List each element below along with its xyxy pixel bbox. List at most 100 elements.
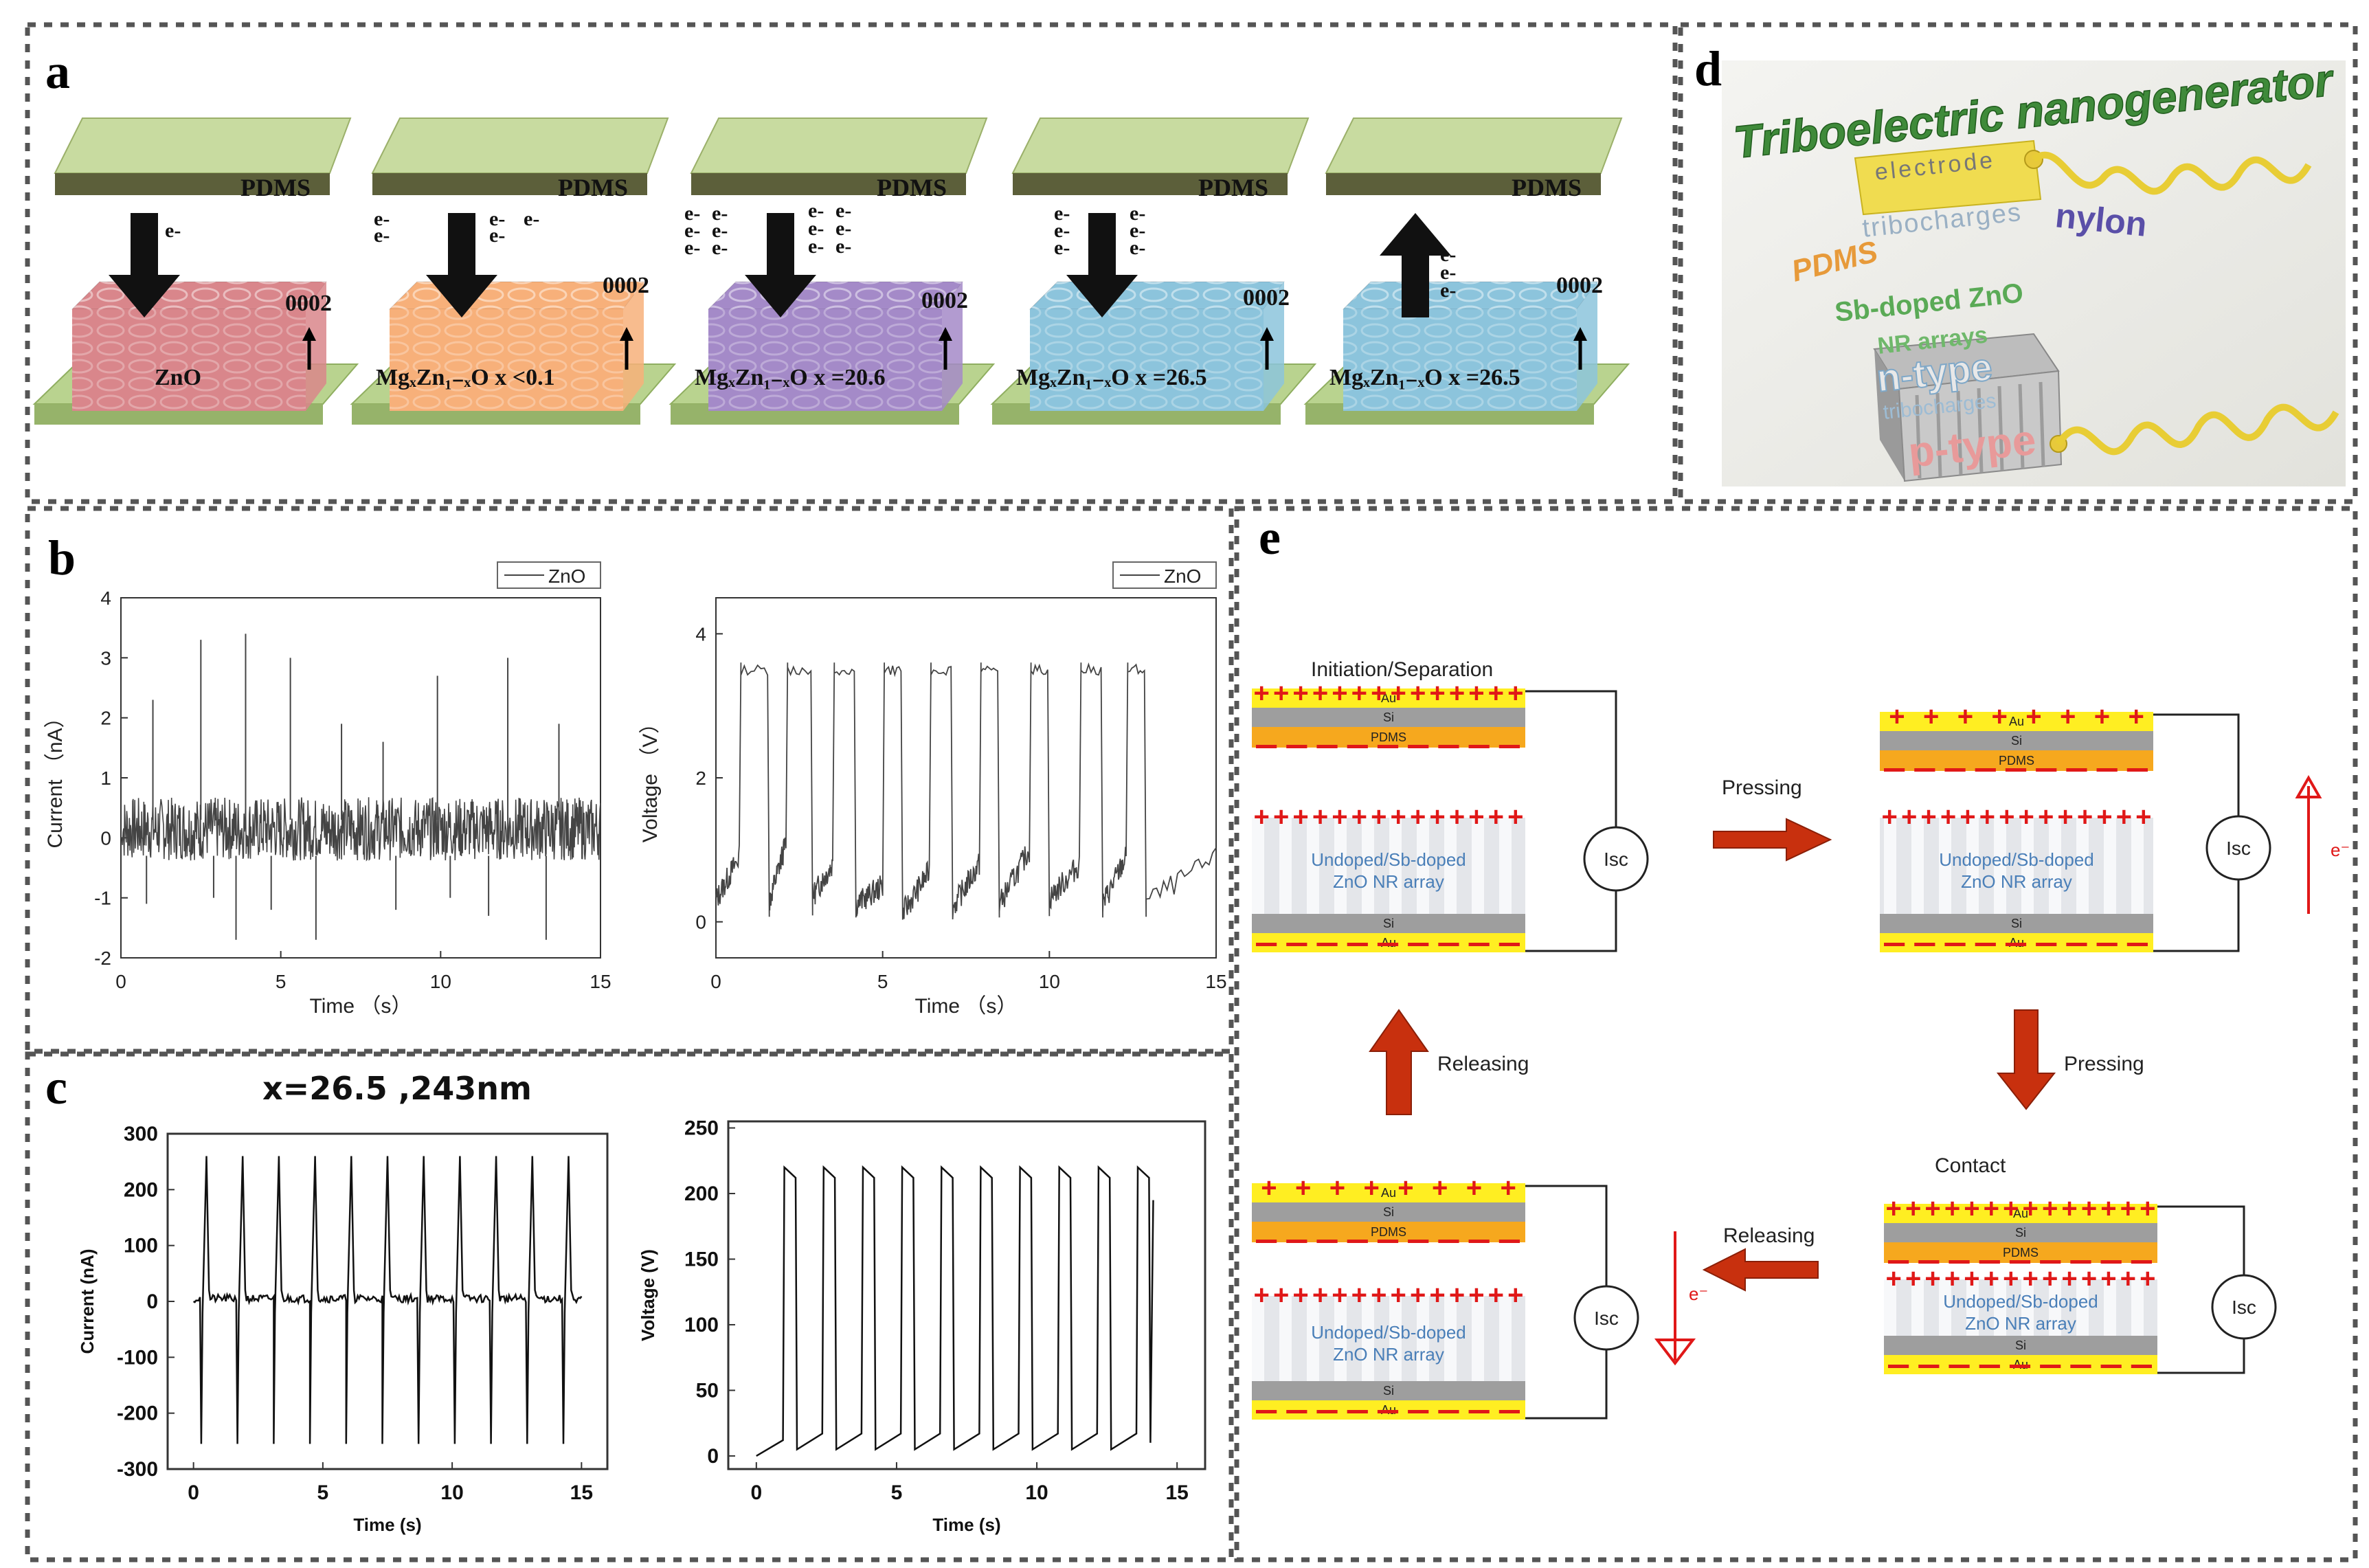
positive-charge: + [1351, 1280, 1367, 1310]
negative-charge [1468, 1240, 1490, 1243]
electron-label: e- [1440, 261, 1456, 284]
crystal-front-texture [390, 309, 623, 411]
positive-charge: + [1901, 802, 1917, 832]
panel-label-d: d [1694, 41, 1722, 96]
material-label: MgₓZn₁₋ₓO x =20.6 [695, 365, 886, 390]
si-top-label: Si [2011, 734, 2022, 748]
positive-charge: + [1295, 1173, 1311, 1203]
positive-charge: + [1371, 1280, 1386, 1310]
y-tick-label: 1 [100, 768, 111, 789]
negative-charge [1408, 1240, 1429, 1243]
isc-meter [2205, 815, 2271, 881]
pdms-layer [1252, 727, 1525, 748]
positive-charge: + [1312, 1280, 1328, 1310]
pdms-plate-side [372, 173, 647, 195]
crystal-front-texture [1030, 309, 1264, 411]
pdms-plate-side [1013, 173, 1288, 195]
crystal-side [1264, 282, 1284, 411]
positive-charge: + [2003, 1264, 2019, 1294]
electron-label: e- [1440, 243, 1456, 266]
pdms-label: PDMS [1198, 174, 1268, 201]
unit-3: PDMS MgₓZn₁₋ₓO x =20.6 0002 e-e-e-e-e-e-e-e… [669, 117, 996, 425]
si-bottom [1880, 914, 2153, 933]
frame-b [25, 506, 1234, 1054]
negative-charge [1377, 943, 1399, 946]
material-label: MgₓZn₁₋ₓO x <0.1 [376, 365, 555, 390]
isc-meter [1573, 1285, 1639, 1351]
charge-arrow-head [1066, 275, 1138, 317]
negative-charge [1408, 1410, 1429, 1413]
positive-charge: + [1261, 1173, 1277, 1203]
electron-label: e- [524, 208, 539, 230]
direction-arrowhead [1573, 327, 1587, 341]
positive-charge: + [2025, 702, 2041, 732]
y-tick-label: -200 [117, 1402, 158, 1425]
positive-charge: + [1924, 1194, 1940, 1224]
wire-bottom [2153, 880, 2240, 952]
x-tick-label: 0 [188, 1481, 199, 1504]
negative-charge [1377, 1410, 1399, 1413]
positive-charge: + [1391, 678, 1406, 708]
positive-charge: + [2077, 802, 2093, 832]
negative-charge [1918, 1365, 1940, 1368]
direction-label: 0002 [285, 291, 332, 316]
frame-a [25, 22, 1678, 504]
negative-charge [1286, 1240, 1307, 1243]
negative-charge [1944, 943, 1966, 946]
nr-label-2: ZnO NR array [1961, 871, 2072, 892]
legend-label: ZnO [1164, 565, 1201, 587]
chart-b-voltage: 0 5 10 15 0 2 4 Time （s） Voltage （V） ZnO [639, 561, 1227, 1018]
negative-charge [1347, 943, 1368, 946]
y-tick-label: 250 [684, 1117, 719, 1140]
releasing-arrow-up [1369, 1009, 1429, 1115]
crystal-front-texture [708, 309, 942, 411]
negative-charge [1347, 1410, 1368, 1413]
electron-label: e- [808, 235, 824, 258]
positive-charge: + [1964, 1264, 1979, 1294]
charge-arrow-shaft [131, 213, 158, 282]
negative-charge [1316, 943, 1338, 946]
positive-charge: + [2042, 1264, 2058, 1294]
isc-label: Isc [1594, 1308, 1619, 1329]
positive-charge: + [1944, 1194, 1960, 1224]
positive-charge: + [1507, 1280, 1523, 1310]
electron-label: e- [1054, 202, 1070, 225]
positive-charge: + [2120, 1194, 2136, 1224]
y-axis-label: Current （nA） [44, 707, 67, 848]
x-tick-label: 0 [115, 971, 126, 992]
negative-charge [1975, 943, 1996, 946]
direction-arrowhead [939, 327, 952, 341]
positive-charge: + [1429, 678, 1445, 708]
negative-charge [2040, 1365, 2061, 1368]
x-tick-label: 15 [1205, 971, 1226, 992]
plot-frame [715, 597, 1217, 959]
negative-charge [2040, 1260, 2061, 1264]
charge-arrow-head [109, 275, 180, 317]
contact-label: Contact [1935, 1154, 2006, 1177]
panel-c-title: x=26.5 ,243nm [262, 1070, 532, 1107]
y-tick-label: -100 [117, 1346, 158, 1369]
negative-charge [1347, 745, 1368, 748]
wire-bottom [2157, 1339, 2245, 1374]
y-tick-label: 2 [695, 768, 706, 789]
chart-b-current: 0 5 10 15 -2 -1 0 1 2 3 4 Time （s） Current （nA） ZnO [44, 561, 611, 1018]
nr-label-2: ZnO NR array [1333, 1344, 1444, 1365]
pdms-label: PDMS [1512, 174, 1582, 201]
x-axis-label: Time (s) [932, 1514, 1000, 1535]
frame-e [1234, 506, 2358, 1563]
si-bottom-label: Si [1383, 917, 1394, 930]
positive-charge: + [1886, 1264, 1902, 1294]
legend-label: ZnO [548, 565, 585, 587]
positive-charge: + [1410, 678, 1426, 708]
releasing-label-1: Releasing [1437, 1053, 1529, 1075]
electron-label: e- [835, 235, 851, 258]
electron-label: e- [808, 199, 824, 222]
electron-label: e- [712, 219, 728, 242]
negative-charge [2131, 1365, 2152, 1368]
charge-arrow-head [1380, 213, 1451, 256]
positive-charge: + [2081, 1264, 2097, 1294]
negative-charge [2066, 768, 2087, 772]
positive-charge: + [1254, 1280, 1270, 1310]
positive-charge: + [1351, 678, 1367, 708]
